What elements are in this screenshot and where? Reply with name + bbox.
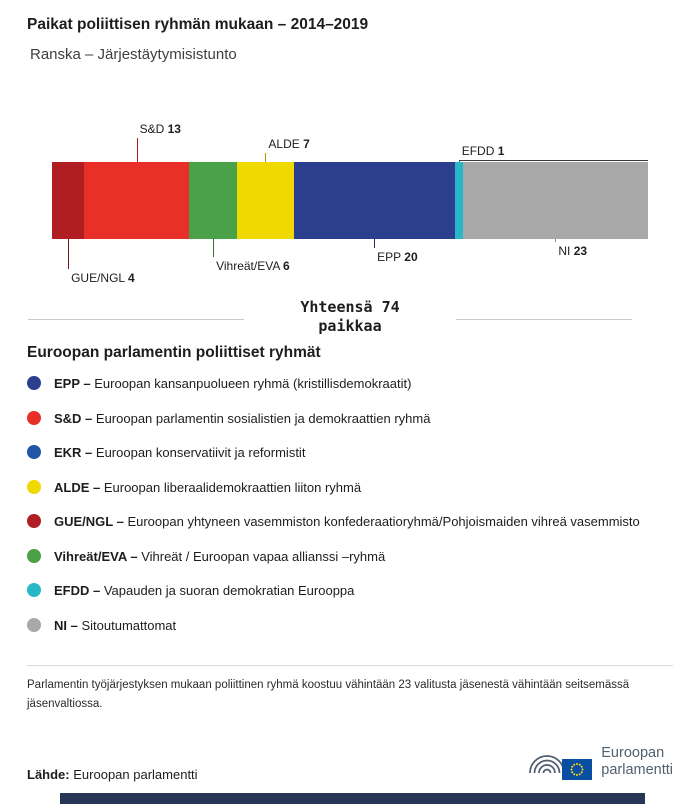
leader-epp xyxy=(374,239,376,248)
stacked-bar xyxy=(52,162,648,239)
bar-label-ni: NI 23 xyxy=(558,244,588,258)
legend-list: EPP – Euroopan kansanpuolueen ryhmä (kri… xyxy=(27,374,673,635)
total-text: Yhteensä 74 paikkaa xyxy=(0,298,700,336)
legend-dot xyxy=(27,479,41,494)
legend-text: S&D – Euroopan parlamentin sosialistien … xyxy=(54,410,431,426)
legend-dot xyxy=(27,514,41,528)
leader-vihreät-eva xyxy=(213,239,215,257)
legend-item-gue-ngl: GUE/NGL – Euroopan yhtyneen vasemmiston … xyxy=(27,512,673,532)
footnote-text: Parlamentin työjärjestyksen mukaan polii… xyxy=(27,679,630,710)
legend-item-ekr: EKR – Euroopan konservatiivit ja reformi… xyxy=(27,443,673,463)
legend-text: EFDD – Vapauden ja suoran demokratian Eu… xyxy=(54,583,355,598)
legend-text: EKR – Euroopan konservatiivit ja reformi… xyxy=(54,445,306,460)
legend-dot xyxy=(27,548,41,563)
bar-segment-vihreät-eva[interactable] xyxy=(188,162,238,239)
bar-segment-alde[interactable] xyxy=(237,162,294,239)
page-subtitle: Ranska – Järjestäytymisistunto xyxy=(30,46,237,63)
total-line-1: Yhteensä 74 xyxy=(300,298,400,316)
chart-area: GUE/NGL 4 S&D 13 Vihreät/EVA 6 ALDE 7 EPP 20… xyxy=(0,114,700,294)
legend-text: EPP – Euroopan kansanpuolueen ryhmä (kri… xyxy=(54,376,412,391)
legend-dot xyxy=(27,445,41,459)
logo-text-line-2: parlamentti xyxy=(601,762,673,778)
bar-label-vihreät-eva: Vihreät/EVA 6 xyxy=(216,259,290,273)
header: Paikat poliittisen ryhmän mukaan – 2014–… xyxy=(0,0,700,63)
ep-logo-mark xyxy=(524,742,593,782)
legend-dot xyxy=(27,583,41,597)
leader-gue-ngl xyxy=(68,239,70,269)
legend-item-vihreät-eva: Vihreät/EVA – Vihreät / Euroopan vapaa a… xyxy=(27,547,673,567)
leader-alde xyxy=(265,153,267,162)
source-line: Lähde: Euroopan parlamentti xyxy=(27,767,198,782)
legend-item-s-d: S&D – Euroopan parlamentin sosialistien … xyxy=(27,409,673,429)
bar-segment-ni[interactable] xyxy=(462,162,648,239)
page-title: Paikat poliittisen ryhmän mukaan – 2014–… xyxy=(27,16,369,33)
legend-text: GUE/NGL – Euroopan yhtyneen vasemmiston … xyxy=(54,514,640,529)
underline-efdd xyxy=(458,160,648,161)
legend-item-epp: EPP – Euroopan kansanpuolueen ryhmä (kri… xyxy=(27,374,673,394)
ep-logo[interactable]: Euroopan parlamentti xyxy=(524,742,673,782)
leader-efdd xyxy=(458,160,460,162)
bar-label-gue-ngl: GUE/NGL 4 xyxy=(71,271,135,285)
legend-text: Vihreät/EVA – Vihreät / Euroopan vapaa a… xyxy=(54,548,386,564)
legend-dot xyxy=(27,410,41,425)
bar-segment-s-d[interactable] xyxy=(84,162,189,239)
legend-text: ALDE – Euroopan liberaalidemokraattien l… xyxy=(54,479,362,495)
bar-segment-epp[interactable] xyxy=(293,162,455,239)
legend-heading: Euroopan parlamentin poliittiset ryhmät xyxy=(27,344,321,361)
legend-dot xyxy=(27,376,41,390)
source-label: Lähde: xyxy=(27,767,70,782)
bar-label-efdd: EFDD 1 xyxy=(461,144,505,158)
legend-item-alde: ALDE – Euroopan liberaalidemokraattien l… xyxy=(27,478,673,498)
legend-text: NI – Sitoutumattomat xyxy=(54,617,177,633)
source-text: Euroopan parlamentti xyxy=(73,767,198,782)
divider-line-left xyxy=(28,319,244,320)
bottom-row: Lähde: Euroopan parlamentti xyxy=(27,742,673,782)
bottom-strip xyxy=(60,793,645,804)
legend-dot xyxy=(27,617,41,632)
eu-flag-icon xyxy=(562,759,593,780)
bar-segment-efdd[interactable] xyxy=(454,162,463,239)
bar-label-s-d: S&D 13 xyxy=(139,122,181,136)
total-divider: Yhteensä 74 paikkaa xyxy=(0,298,700,342)
legend-item-efdd: EFDD – Vapauden ja suoran demokratian Eu… xyxy=(27,581,673,601)
footnote: Parlamentin työjärjestyksen mukaan polii… xyxy=(27,665,673,714)
divider-line-right xyxy=(456,319,632,320)
logo-text-line-1: Euroopan xyxy=(601,745,665,762)
legend-item-ni: NI – Sitoutumattomat xyxy=(27,616,673,636)
bar-segment-gue-ngl[interactable] xyxy=(52,162,85,239)
total-line-2: paikkaa xyxy=(318,317,382,335)
legend: Euroopan parlamentin poliittiset ryhmät … xyxy=(0,344,700,635)
leader-s-d xyxy=(136,138,138,162)
leader-ni xyxy=(555,239,557,242)
bar-label-epp: EPP 20 xyxy=(377,250,418,264)
logo-text: Euroopan parlamentti xyxy=(601,745,673,778)
bar-label-alde: ALDE 7 xyxy=(268,137,310,151)
